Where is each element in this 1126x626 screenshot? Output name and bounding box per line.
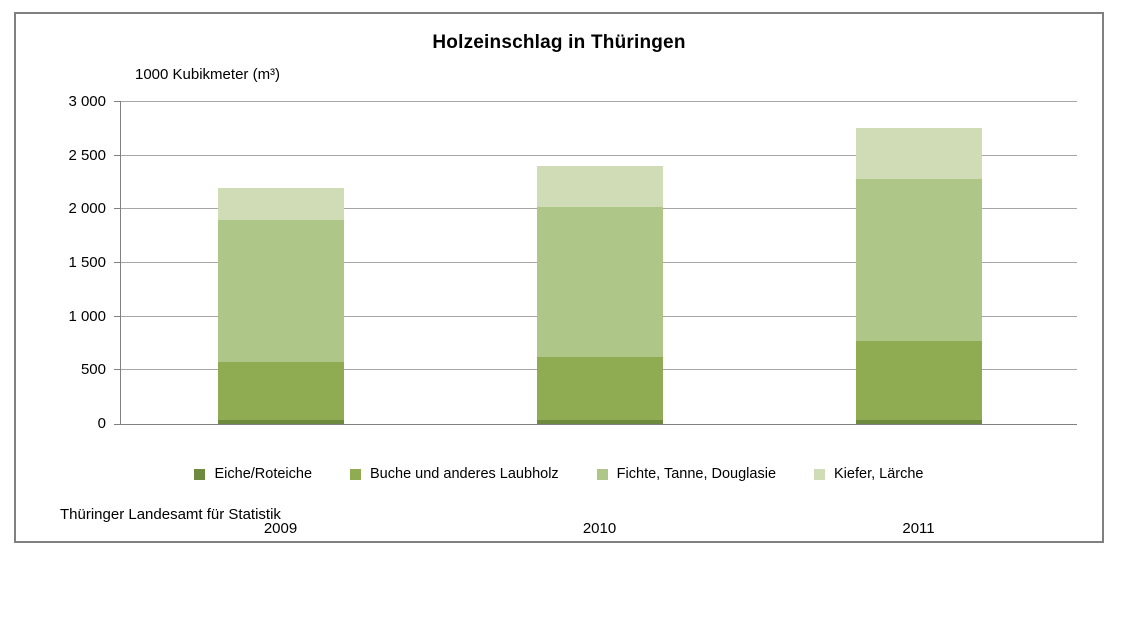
y-tick-label-2500: 2 500 [68,146,106,164]
legend-item: Fichte, Tanne, Douglasie [596,466,777,482]
plot-area: 0 500 1 000 1 500 2 000 2 500 3 000 2009 2010 201… [68,93,1077,537]
source-label: Thüringer Landesamt für Statistik [60,506,281,523]
y-tick-label-1500: 1 500 [68,254,106,271]
legend-swatch-icon [814,468,826,480]
bar-segment-2009 [217,220,344,363]
legend-swatch-icon [596,468,608,480]
bar-segment-2010 [536,207,663,358]
x-tick-label-2009: 2009 [263,520,298,537]
bar-segment-2010 [536,419,663,424]
legend-label: Kiefer, Lärche [834,466,924,482]
y-tick-label-2000: 2 000 [68,200,106,218]
gridline-0 [121,424,1077,425]
chart-frame: Holzeinschlag in Thüringen 1000 Kubikmet… [14,12,1104,543]
legend-item: Buche und anderes Laubholz [350,466,559,482]
legend: Eiche/Roteiche Buche und anderes Laubholz… [16,466,1102,482]
bar-segment-2011 [855,341,982,420]
gridline-2500 [121,154,1077,156]
bar-segment-2009 [217,187,344,221]
bar-2009 [217,187,344,424]
y-tick-2000 [114,208,121,210]
legend-swatch-icon [350,468,362,480]
y-tick-1000 [114,315,121,317]
legend-label: Fichte, Tanne, Douglasie [616,466,777,482]
y-tick-label-1000: 1 000 [68,307,106,325]
bar-segment-2011 [855,179,982,342]
y-tick-500 [114,369,121,371]
bar-segment-2010 [536,357,663,420]
legend-label: Eiche/Roteiche [214,466,313,482]
legend-label: Buche und anderes Laubholz [370,466,559,482]
bar-segment-2011 [855,127,982,180]
legend-item: Kiefer, Lärche [814,466,924,482]
bar-2010 [536,166,663,424]
legend-item: Eiche/Roteiche [194,466,312,482]
bar-2011 [855,127,982,424]
y-tick-label-3000: 3 000 [68,93,106,110]
y-tick-label-0: 0 [97,415,106,432]
bar-segment-2011 [855,419,982,424]
legend-swatch-icon [194,468,206,480]
chart-title: Holzeinschlag in Thüringen [432,32,686,53]
y-tick-1500 [114,262,121,263]
y-tick-label-500: 500 [80,361,106,379]
gridline-3000 [121,101,1077,102]
bar-segment-2009 [217,362,344,420]
y-tick-2500 [114,154,121,156]
y-tick-3000 [114,101,121,102]
y-tick-0 [114,424,121,425]
bar-segment-2010 [536,166,663,208]
x-tick-label-2010: 2010 [582,520,617,537]
bar-segment-2009 [217,419,344,424]
x-tick-label-2011: 2011 [902,520,935,537]
y-axis-unit-label: 1000 Kubikmeter (m³) [135,66,281,83]
